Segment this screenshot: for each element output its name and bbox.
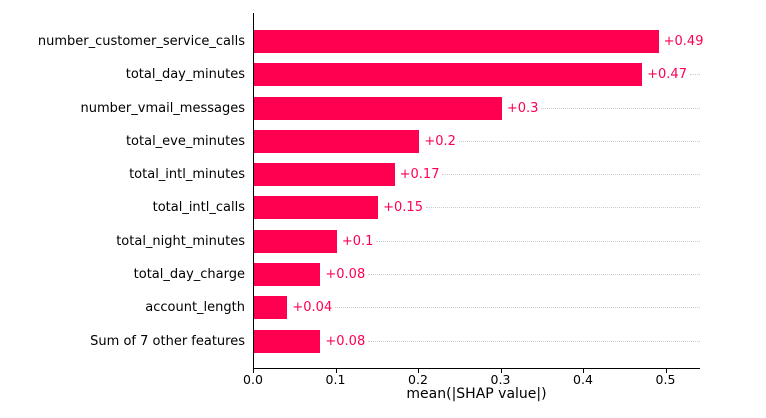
bar [254,296,288,320]
feature-label: number_customer_service_calls [37,33,245,49]
bar-row: number_vmail_messages +0.3 [0,91,766,124]
feature-label: Sum of 7 other features [90,333,245,349]
bar [254,263,321,287]
bar-value-label: +0.08 [325,267,366,283]
x-tick-mark [665,369,667,374]
bar-value-label: +0.47 [647,67,687,83]
bar-row: total_day_minutes +0.47 [0,58,766,91]
bar-row: total_intl_calls +0.15 [0,191,766,224]
dotted-gridline [368,274,700,276]
bar-value-label: +0.15 [383,200,423,216]
feature-label: total_day_minutes [125,67,245,83]
bar [254,196,379,220]
x-tick-mark [253,369,255,374]
x-tick-mark [335,369,337,374]
x-axis-spine [253,368,700,370]
y-axis-spine [253,13,255,368]
x-tick-label: 0.4 [573,372,593,387]
x-axis-label: mean(|SHAP value|) [406,386,547,402]
feature-label: total_eve_minutes [125,133,245,149]
x-tick-label: 0.1 [325,372,346,387]
bar [254,329,321,353]
bar-row: total_day_charge +0.08 [0,258,766,291]
bar-row: account_length +0.04 [0,291,766,324]
bar-row: number_customer_service_calls +0.49 [0,25,766,58]
x-tick-label: 0.2 [408,372,428,387]
feature-label: total_intl_calls [152,200,245,216]
feature-label: total_intl_minutes [129,167,245,183]
x-tick-mark [500,369,502,374]
dotted-gridline [541,107,700,109]
bar-value-label: +0.49 [663,33,704,49]
x-tick-label: 0.0 [243,372,263,387]
dotted-gridline [376,240,700,242]
bar [254,229,337,253]
bar-value-label: +0.17 [399,167,440,183]
dotted-gridline [458,140,700,142]
bar-value-label: +0.1 [341,233,374,249]
feature-label: account_length [145,300,245,316]
bar [254,163,395,187]
feature-label: number_vmail_messages [80,100,245,116]
bar-value-label: +0.08 [325,333,366,349]
x-tick-mark [583,369,585,374]
x-tick-mark [418,369,420,374]
bar-value-label: +0.2 [424,133,456,149]
bar [254,129,420,153]
dotted-gridline [335,307,700,309]
bar-row: total_night_minutes +0.1 [0,225,766,258]
dotted-gridline [689,74,700,76]
dotted-gridline [442,174,700,176]
bar-row: total_eve_minutes +0.2 [0,125,766,158]
feature-label: total_night_minutes [116,233,245,249]
bar-row: Sum of 7 other features +0.08 [0,325,766,358]
x-tick-label: 0.3 [490,372,511,387]
x-tick-label: 0.5 [655,372,676,387]
bar [254,96,502,120]
bar-row: total_intl_minutes +0.17 [0,158,766,191]
bar [254,29,659,53]
bar-value-label: +0.04 [292,300,333,316]
dotted-gridline [368,340,700,342]
feature-label: total_day_charge [133,267,245,283]
bar-value-label: +0.3 [506,100,539,116]
dotted-gridline [425,207,700,209]
bar [254,63,643,87]
